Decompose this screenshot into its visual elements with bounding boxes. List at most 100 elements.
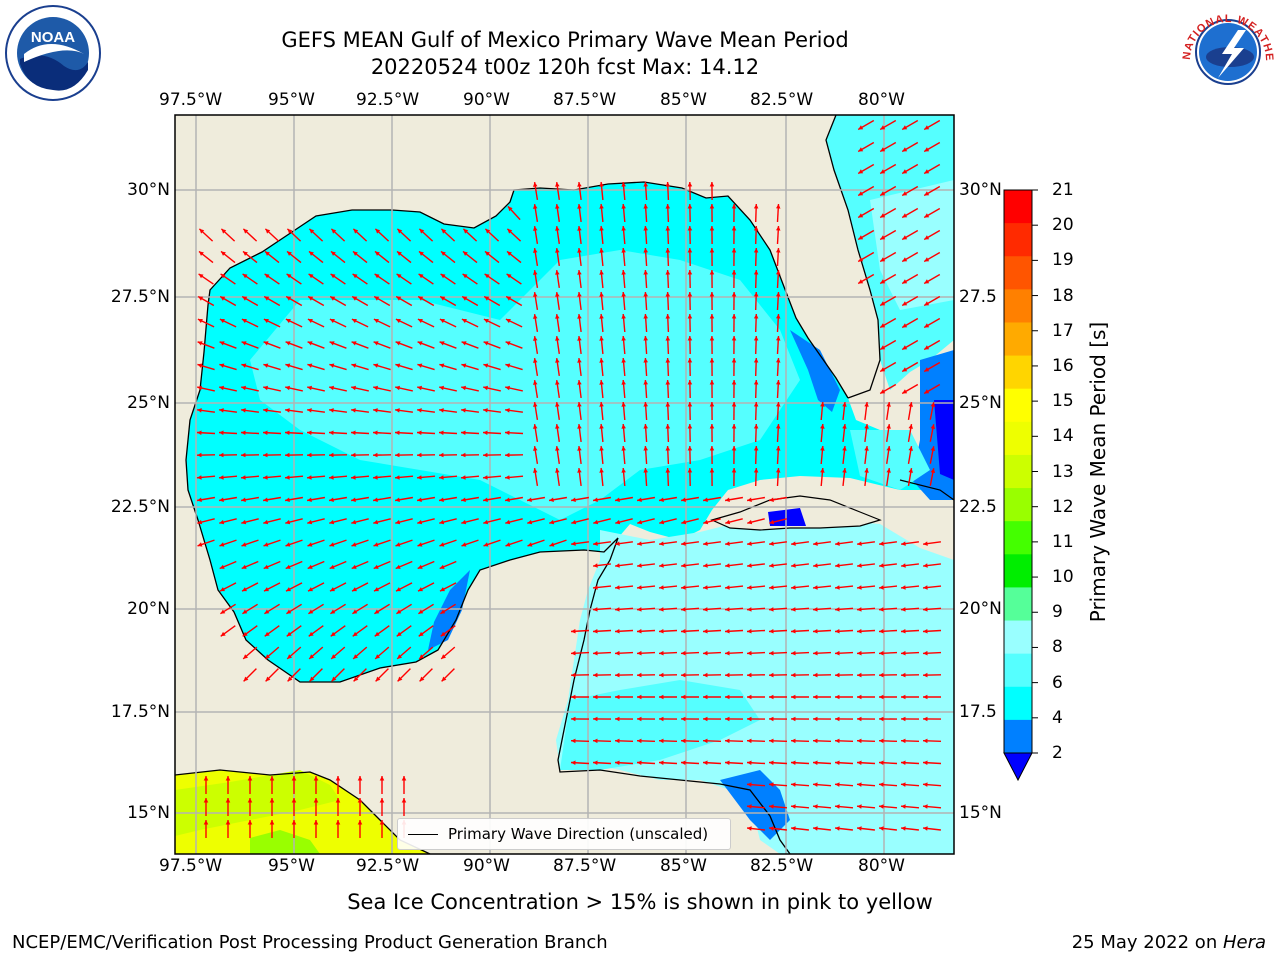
wave-arrow-head [643, 292, 648, 297]
colorbar-extend-under [1003, 752, 1033, 782]
wave-arrow-head [307, 430, 312, 435]
wave-arrow-head [643, 358, 648, 363]
wave-arrow-head [395, 497, 400, 502]
wave-arrow-head [483, 385, 488, 391]
lat-tick-right: 17.5 [959, 702, 997, 722]
wave-arrow-head [776, 314, 781, 319]
wave-arrow-head [923, 672, 928, 678]
wave-arrow-head [483, 542, 489, 547]
wave-arrow-head [687, 314, 693, 319]
wave-arrow-head [857, 563, 862, 568]
wave-arrow-head [731, 248, 737, 253]
wave-arrow-head [593, 694, 598, 700]
wave-arrow-head [485, 228, 491, 234]
wave-arrow-head [373, 430, 378, 435]
wave-arrow-head [665, 270, 671, 275]
wave-arrow-head [419, 654, 424, 659]
wave-arrow-head [439, 564, 445, 569]
wave-arrow-head [351, 341, 357, 346]
wave-arrow-head [681, 585, 686, 590]
wave-arrow-head [687, 424, 693, 429]
wave-arrow-head [753, 204, 759, 209]
wave-arrow-head [599, 380, 604, 385]
wave-arrow-head [571, 541, 576, 546]
wave-arrow-head [637, 716, 642, 722]
lon-tick-top: 90°W [463, 90, 510, 110]
wave-arrow-head [286, 273, 292, 279]
wave-arrow-head [329, 385, 334, 391]
wave-arrow-head [313, 798, 319, 803]
wave-arrow-head [709, 226, 715, 231]
wave-arrow-head [857, 650, 862, 656]
legend-line-swatch [408, 833, 438, 835]
wave-arrow-head [577, 226, 582, 231]
wave-arrow-head [197, 341, 203, 346]
wave-arrow-head [880, 257, 886, 262]
wave-arrow-head [902, 125, 908, 130]
wave-arrow-head [835, 607, 840, 612]
wave-arrow-head [725, 585, 730, 590]
wave-arrow-head [395, 475, 400, 480]
wave-arrow-head [309, 654, 314, 659]
wave-arrow-head [419, 251, 424, 256]
wave-arrow-head [923, 782, 928, 787]
wave-arrow-head [879, 585, 884, 590]
wave-arrow-head [621, 204, 626, 209]
footer-credit: NCEP/EMC/Verification Post Processing Pr… [12, 932, 608, 953]
wave-arrow-head [395, 363, 401, 368]
wave-arrow-head [197, 408, 202, 413]
wave-arrow-head [197, 319, 203, 324]
colorbar-block [1004, 256, 1032, 290]
wave-arrow-head [505, 542, 511, 547]
wave-arrow-head [637, 738, 642, 744]
wave-arrow-head [533, 292, 538, 297]
wave-arrow-head [835, 738, 840, 744]
wave-arrow-head [247, 820, 253, 825]
wave-arrow-head [879, 672, 884, 678]
wave-arrow-head [621, 402, 626, 407]
wave-arrow-head [461, 430, 466, 435]
wave-arrow-head [923, 541, 928, 546]
wave-arrow-head [373, 408, 378, 413]
wave-arrow-head [375, 251, 380, 256]
wave-arrow-head [555, 358, 560, 363]
wave-arrow-head [703, 629, 708, 634]
wave-arrow-head [880, 367, 886, 372]
wave-arrow-head [571, 738, 576, 744]
wave-arrow-head [353, 676, 359, 682]
wave-arrow-head [285, 341, 291, 346]
wave-arrow-head [879, 629, 884, 634]
wave-arrow-head [923, 563, 928, 568]
wave-arrow-head [441, 676, 447, 682]
wave-arrow-head [813, 694, 818, 700]
wave-arrow-head [753, 314, 759, 319]
wave-arrow-head [753, 446, 759, 451]
wave-arrow-head [731, 468, 737, 473]
wave-arrow-head [687, 226, 693, 231]
map-frame [174, 114, 955, 855]
wave-arrow-head [747, 629, 752, 634]
colorbar-tick-label: 15 [1052, 391, 1074, 412]
wave-arrow-head [820, 468, 825, 473]
lat-tick-left: 25°N [127, 393, 170, 413]
wave-arrow-head [269, 798, 275, 803]
wave-arrow-head [379, 820, 385, 825]
wave-arrow-head [930, 424, 936, 429]
wave-arrow-head [329, 363, 335, 368]
wave-arrow-head [615, 694, 620, 700]
wave-arrow-head [593, 607, 598, 612]
colorbar-block [1004, 190, 1032, 224]
wave-arrow-head [643, 182, 648, 187]
wave-arrow-head [461, 385, 466, 391]
wave-arrow-head [533, 402, 538, 407]
wave-arrow-head [621, 314, 626, 319]
wave-arrow-head [593, 519, 599, 525]
wave-arrow-head [703, 694, 708, 700]
colorbar-block [1004, 488, 1032, 522]
wave-arrow-head [331, 228, 337, 234]
wave-arrow-head [747, 826, 752, 831]
wave-arrow-head [599, 402, 604, 407]
wave-arrow-head [225, 776, 231, 781]
wave-arrow-head [731, 424, 737, 429]
wave-arrow-head [335, 776, 341, 781]
